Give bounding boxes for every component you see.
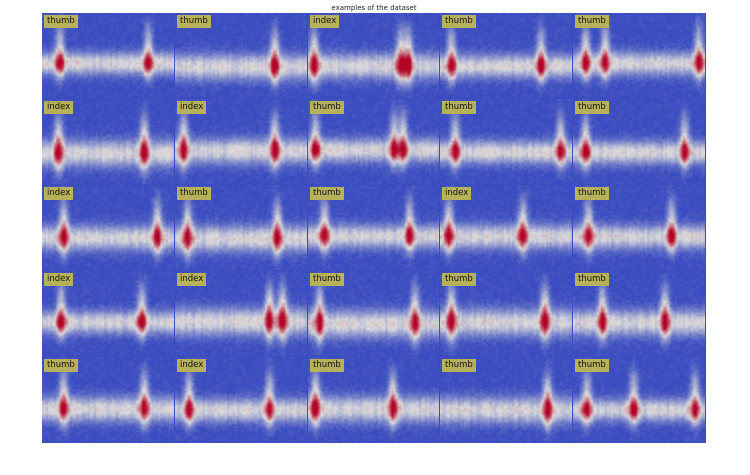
spectrogram-tile: index (175, 99, 307, 184)
spectrogram-tile: thumb (308, 99, 439, 184)
finger-label: thumb (575, 273, 609, 286)
finger-label: thumb (177, 187, 211, 200)
finger-label: thumb (442, 101, 476, 114)
finger-label: thumb (177, 15, 211, 28)
spectrogram-tile: thumb (440, 13, 572, 98)
spectrogram-tile: thumb (42, 357, 174, 442)
finger-label: thumb (442, 273, 476, 286)
figure-title: examples of the dataset (331, 4, 417, 12)
finger-label: thumb (44, 15, 78, 28)
finger-label: index (44, 187, 74, 200)
spectrogram-tile: index (42, 271, 174, 356)
finger-label: thumb (575, 187, 609, 200)
finger-label: thumb (442, 15, 476, 28)
spectrogram-tile: thumb (573, 185, 705, 270)
spectrogram-tile: index (42, 99, 174, 184)
spectrogram-tile: index (308, 13, 439, 98)
finger-label: index (310, 15, 340, 28)
finger-label: thumb (575, 15, 609, 28)
finger-label: index (44, 273, 74, 286)
spectrogram-tile: index (440, 185, 572, 270)
finger-label: index (442, 187, 472, 200)
spectrogram-tile: thumb (440, 99, 572, 184)
spectrogram-tile: thumb (308, 357, 439, 442)
finger-label: thumb (310, 359, 344, 372)
finger-label: index (177, 273, 207, 286)
spectrogram-tile: thumb (308, 185, 439, 270)
spectrogram-tile: thumb (573, 13, 705, 98)
spectrogram-tile: thumb (573, 271, 705, 356)
finger-label: thumb (44, 359, 78, 372)
spectrogram-tile: thumb (440, 357, 572, 442)
spectrogram-tile: index (175, 357, 307, 442)
finger-label: thumb (310, 187, 344, 200)
spectrogram-tile: thumb (440, 271, 572, 356)
spectrogram-tile: thumb (175, 185, 307, 270)
finger-label: index (44, 101, 74, 114)
finger-label: thumb (575, 101, 609, 114)
spectrogram-grid: thumb thumb index thumb thumb index index thumb… (42, 13, 706, 443)
spectrogram-tile: thumb (573, 357, 705, 442)
finger-label: thumb (310, 273, 344, 286)
spectrogram-tile: thumb (42, 13, 174, 98)
finger-label: index (177, 101, 207, 114)
spectrogram-tile: index (175, 271, 307, 356)
finger-label: thumb (310, 101, 344, 114)
spectrogram-tile: thumb (175, 13, 307, 98)
finger-label: thumb (442, 359, 476, 372)
spectrogram-tile: thumb (308, 271, 439, 356)
spectrogram-tile: index (42, 185, 174, 270)
finger-label: thumb (575, 359, 609, 372)
finger-label: index (177, 359, 207, 372)
spectrogram-tile: thumb (573, 99, 705, 184)
